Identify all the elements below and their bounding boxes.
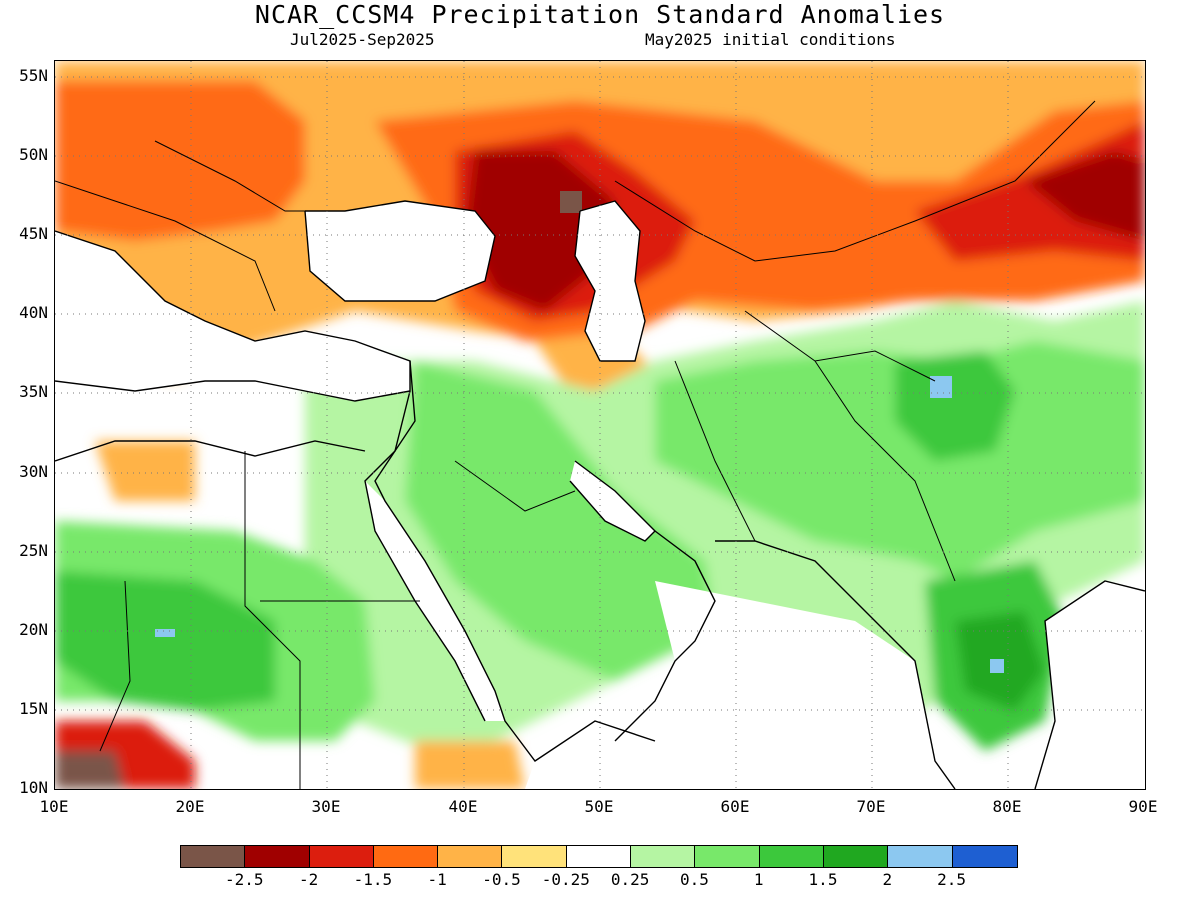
legend-swatch-2 — [309, 846, 374, 867]
red-sea — [365, 481, 505, 721]
lon-label-40e: 40E — [448, 797, 478, 816]
lat-label-30n: 30N — [19, 462, 48, 481]
persian-gulf — [570, 461, 655, 541]
legend-label-8: 1 — [753, 870, 764, 889]
lon-label-90e: 90E — [1128, 797, 1158, 816]
legend-label-4: -0.5 — [482, 870, 521, 889]
india-very-wet-cell — [990, 659, 1004, 673]
mongolia-extreme-dry — [1025, 151, 1145, 241]
legend-swatch-1 — [245, 846, 310, 867]
lon-label-70e: 70E — [856, 797, 886, 816]
legend-label-11: 2.5 — [937, 870, 967, 889]
legend-label-10: 2 — [882, 870, 893, 889]
bay-of-bengal — [1035, 581, 1145, 789]
black-sea — [305, 201, 495, 301]
color-legend — [180, 845, 1018, 868]
pakistan-wet — [655, 341, 1145, 581]
indian-ocean-west — [525, 721, 655, 789]
coastlines — [55, 200, 1145, 789]
kashmir-very-wet-cell — [930, 376, 952, 398]
legend-swatch-7 — [631, 846, 696, 867]
legend-swatch-5 — [502, 846, 567, 867]
arabia-wet — [405, 361, 715, 681]
legend-swatch-6 — [566, 846, 632, 867]
mediterranean-sea — [55, 231, 410, 401]
lon-label-60e: 60E — [720, 797, 750, 816]
lon-label-50e: 50E — [584, 797, 614, 816]
legend-label-1: -2 — [298, 870, 319, 889]
lat-label-25n: 25N — [19, 541, 48, 560]
caspian-extreme-dry-cell — [560, 191, 582, 213]
legend-swatch-4 — [438, 846, 503, 867]
lon-label-30e: 30E — [311, 797, 341, 816]
legend-label-2: -1.5 — [353, 870, 393, 889]
country-borders — [55, 100, 1096, 789]
lon-label-10e: 10E — [39, 797, 69, 816]
legend-swatch-11 — [888, 846, 953, 867]
legend-label-0: -2.5 — [225, 870, 264, 889]
legend-label-9: 1.5 — [808, 870, 838, 889]
legend-swatch-12 — [952, 846, 1017, 867]
lat-label-15n: 15N — [19, 699, 48, 718]
forecast-period: Jul2025-Sep2025 — [290, 30, 435, 49]
sahel-very-wet-cell — [155, 629, 175, 637]
legend-swatch-10 — [823, 846, 889, 867]
graticule — [55, 61, 1145, 789]
legend-swatch-3 — [373, 846, 439, 867]
caspian-sea — [575, 201, 645, 361]
lat-label-20n: 20N — [19, 620, 48, 639]
legend-label-6: 0.25 — [610, 870, 650, 889]
map-canvas — [55, 61, 1145, 789]
map-title: NCAR_CCSM4 Precipitation Standard Anomal… — [254, 0, 946, 29]
initial-conditions: May2025 initial conditions — [645, 30, 896, 49]
arabian-sea — [595, 581, 935, 789]
legend-swatch-8 — [695, 846, 760, 867]
lon-label-80e: 80E — [992, 797, 1022, 816]
legend-label-3: -1 — [427, 870, 447, 889]
lat-label-35n: 35N — [19, 382, 48, 401]
lat-label-40n: 40N — [19, 303, 48, 322]
anomaly-map — [54, 60, 1146, 790]
legend-label-7: 0.5 — [679, 870, 709, 889]
lat-label-55n: 55N — [19, 66, 48, 85]
horn-africa-dry — [415, 741, 525, 789]
lon-label-20e: 20E — [175, 797, 205, 816]
legend-swatch-0 — [181, 846, 246, 867]
sahara-dry — [95, 441, 195, 501]
legend-label-5: -0.25 — [541, 870, 590, 889]
legend-swatch-9 — [759, 846, 824, 867]
europe-dry-core — [55, 81, 305, 241]
lake-chad-extreme-dry — [55, 751, 125, 789]
lat-label-50n: 50N — [19, 145, 48, 164]
lat-label-10n: 10N — [19, 778, 48, 797]
lat-label-45n: 45N — [19, 224, 48, 243]
sahel-wet-core — [55, 571, 275, 711]
kashmir-wet-core — [895, 351, 1015, 461]
